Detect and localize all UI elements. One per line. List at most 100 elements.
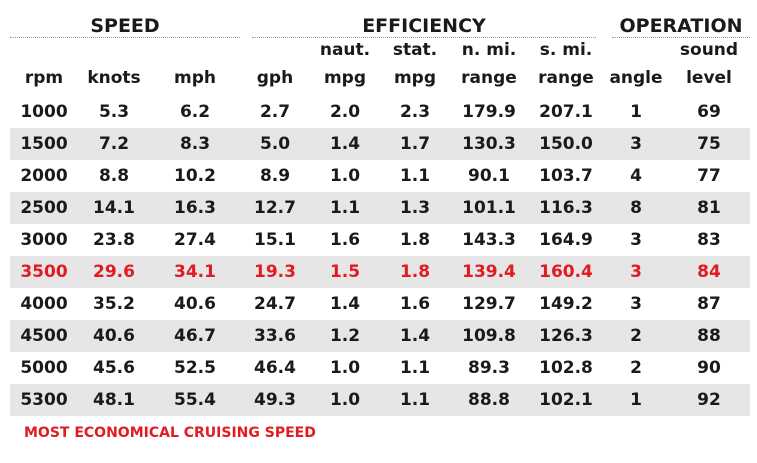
cell-mph: 6.2 [179,102,211,122]
cell-knots: 7.2 [98,134,130,154]
cell-naut-mpg: 1.6 [329,230,361,250]
cell-smi-range: 207.1 [539,102,593,122]
cell-knots: 35.2 [93,294,135,314]
cell-knots: 8.8 [98,166,130,186]
cell-stat-mpg: 1.6 [399,294,431,314]
header-gph-line2: gph [256,68,294,88]
cell-nmi-range: 109.8 [462,326,516,346]
header-nmi-range-line2: range [461,68,517,88]
cell-nmi-range: 88.8 [468,390,510,410]
table-row: 2000 8.8 10.2 8.9 1.0 1.1 90.1 103.7 4 77 [10,160,750,192]
cell-rpm: 3500 [20,262,68,282]
cell-gph: 8.9 [259,166,291,186]
cell-rpm: 4500 [20,326,68,346]
header-smi-range-line1: s. mi. [539,40,593,60]
header-naut-mpg-line1: naut. [319,40,371,60]
footnote: MOST ECONOMICAL CRUISING SPEED [24,425,316,441]
cell-naut-mpg: 1.4 [329,134,361,154]
cell-mph: 27.4 [174,230,216,250]
cell-nmi-range: 143.3 [462,230,516,250]
cell-mph: 55.4 [174,390,216,410]
header-smi-range-line2: range [538,68,594,88]
cell-mph: 52.5 [174,358,216,378]
cell-knots: 29.6 [93,262,135,282]
table-row: 3000 23.8 27.4 15.1 1.6 1.8 143.3 164.9 3 83 [10,224,750,256]
cell-naut-mpg: 1.1 [329,198,361,218]
table-row: 1500 7.2 8.3 5.0 1.4 1.7 130.3 150.0 3 75 [10,128,750,160]
cell-smi-range: 102.8 [539,358,593,378]
cell-angle: 3 [630,230,642,250]
cell-nmi-range: 139.4 [462,262,516,282]
table-row: 5000 45.6 52.5 46.4 1.0 1.1 89.3 102.8 2 90 [10,352,750,384]
cell-rpm: 5000 [20,358,68,378]
header-mph-line2: mph [174,68,216,88]
header-knots-line2: knots [87,68,141,88]
cell-naut-mpg: 1.4 [329,294,361,314]
cell-knots: 14.1 [93,198,135,218]
cell-rpm: 1000 [20,102,68,122]
cell-angle: 2 [630,326,642,346]
performance-table: 1000 5.3 6.2 2.7 2.0 2.3 179.9 207.1 1 69 1500 7.2 8… [10,96,750,416]
group-title-operation: OPERATION [619,15,743,37]
cell-mph: 34.1 [174,262,216,282]
cell-sound: 75 [697,134,721,154]
header-angle-line2: angle [609,68,663,88]
cell-gph: 49.3 [254,390,296,410]
cell-rpm: 1500 [20,134,68,154]
cell-rpm: 2500 [20,198,68,218]
table-row: 2500 14.1 16.3 12.7 1.1 1.3 101.1 116.3 8 81 [10,192,750,224]
cell-stat-mpg: 1.4 [399,326,431,346]
cell-sound: 84 [697,262,721,282]
cell-rpm: 3000 [20,230,68,250]
table-row: 4500 40.6 46.7 33.6 1.2 1.4 109.8 126.3 2 88 [10,320,750,352]
cell-smi-range: 160.4 [539,262,593,282]
cell-angle: 4 [630,166,642,186]
cell-knots: 5.3 [98,102,130,122]
header-sound-line1: sound [679,40,739,60]
cell-gph: 2.7 [259,102,291,122]
cell-angle: 3 [630,262,642,282]
cell-naut-mpg: 1.0 [329,358,361,378]
cell-stat-mpg: 1.7 [399,134,431,154]
table-row: 5300 48.1 55.4 49.3 1.0 1.1 88.8 102.1 1 92 [10,384,750,416]
cell-gph: 12.7 [254,198,296,218]
cell-stat-mpg: 1.8 [399,262,431,282]
cell-stat-mpg: 1.1 [399,390,431,410]
cell-smi-range: 103.7 [539,166,593,186]
cell-smi-range: 116.3 [539,198,593,218]
group-rule-operation [612,37,750,38]
group-rule-efficiency [252,37,596,38]
cell-sound: 69 [697,102,721,122]
cell-nmi-range: 179.9 [462,102,516,122]
table-row: 3500 29.6 34.1 19.3 1.5 1.8 139.4 160.4 3 84 [10,256,750,288]
cell-mph: 40.6 [174,294,216,314]
cell-mph: 10.2 [174,166,216,186]
cell-knots: 23.8 [93,230,135,250]
cell-mph: 16.3 [174,198,216,218]
cell-naut-mpg: 1.0 [329,166,361,186]
cell-rpm: 4000 [20,294,68,314]
cell-rpm: 5300 [20,390,68,410]
cell-angle: 8 [630,198,642,218]
cell-sound: 87 [697,294,721,314]
cell-naut-mpg: 2.0 [329,102,361,122]
cell-rpm: 2000 [20,166,68,186]
cell-sound: 88 [697,326,721,346]
cell-sound: 77 [697,166,721,186]
cell-stat-mpg: 1.1 [399,358,431,378]
cell-mph: 46.7 [174,326,216,346]
cell-smi-range: 102.1 [539,390,593,410]
cell-stat-mpg: 2.3 [399,102,431,122]
group-title-speed: SPEED [90,15,160,37]
cell-sound: 81 [697,198,721,218]
group-rule-speed [10,37,240,38]
cell-nmi-range: 129.7 [462,294,516,314]
header-stat-mpg-line2: mpg [393,68,437,88]
cell-naut-mpg: 1.0 [329,390,361,410]
cell-smi-range: 126.3 [539,326,593,346]
header-stat-mpg-line1: stat. [392,40,438,60]
cell-knots: 40.6 [93,326,135,346]
cell-angle: 1 [630,102,642,122]
cell-stat-mpg: 1.3 [399,198,431,218]
cell-smi-range: 149.2 [539,294,593,314]
